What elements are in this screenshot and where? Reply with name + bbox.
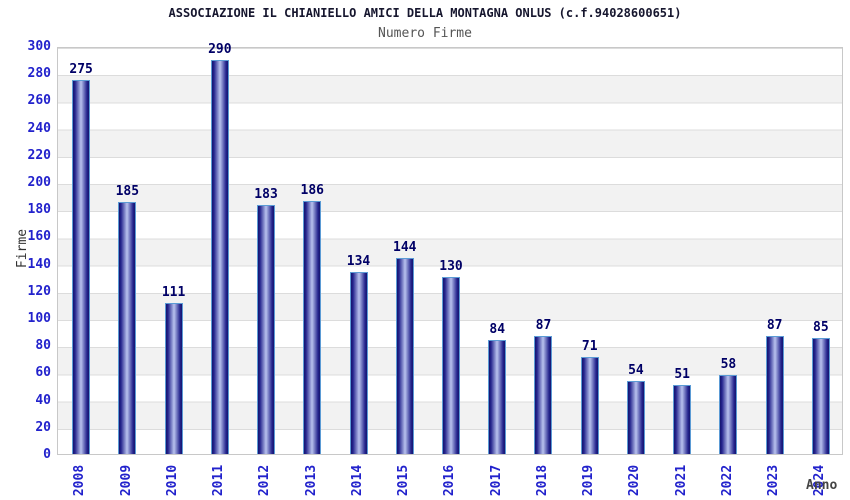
x-tick-label: 2014: [350, 464, 366, 496]
y-tick-label: 60: [35, 365, 51, 381]
bar-2013: [303, 201, 322, 454]
bar-2009: [118, 202, 137, 454]
x-tick-label: 2018: [534, 464, 550, 496]
x-axis-title: Anno: [806, 478, 838, 493]
bar-2016: [442, 277, 460, 454]
x-tick-label: 2011: [211, 464, 227, 496]
y-axis-title: Firme: [15, 228, 31, 268]
bar-value-label: 54: [628, 362, 644, 378]
y-tick-label: 240: [27, 120, 51, 136]
x-tick-label: 2010: [165, 464, 181, 496]
chart-subtitle: Numero Firme: [378, 26, 472, 41]
bar-2011: [210, 59, 229, 454]
bar-2017: [488, 339, 507, 454]
x-tick-label: 2023: [766, 464, 782, 496]
bar-2021: [673, 384, 692, 454]
bar-value-label: 134: [346, 253, 371, 269]
bar-2010: [164, 303, 183, 454]
bar-value-label: 85: [813, 320, 829, 336]
y-tick-label: 0: [43, 447, 51, 462]
y-tick-label: 220: [27, 147, 51, 163]
y-tick-label: 120: [27, 283, 51, 299]
bar-value-label: 185: [115, 184, 140, 200]
bar-2018: [534, 335, 553, 454]
bar-value-label: 275: [69, 62, 93, 77]
y-tick-label: 180: [27, 202, 51, 218]
x-tick-label: 2021: [673, 464, 689, 496]
bar-value-label: 84: [489, 321, 506, 337]
y-tick-label: 20: [35, 419, 51, 435]
bar-2019: [580, 357, 599, 454]
bar-value-label: 290: [208, 41, 232, 57]
bar-value-label: 58: [720, 357, 737, 373]
bar-value-label: 186: [300, 183, 325, 199]
bar-value-label: 111: [161, 285, 186, 301]
x-tick-label: 2012: [257, 464, 273, 496]
x-tick-label: 2008: [72, 464, 88, 496]
y-tick-label: 300: [27, 39, 51, 54]
bar-value-label: 130: [439, 259, 463, 275]
y-tick-label: 200: [27, 175, 51, 190]
y-tick-label: 40: [35, 392, 51, 408]
x-tick-label: 2013: [303, 464, 319, 496]
bar-2015: [395, 258, 414, 454]
bar-2023: [765, 335, 784, 454]
bar-value-label: 87: [535, 317, 552, 333]
x-tick-label: 2016: [442, 464, 458, 496]
bar-value-label: 183: [254, 187, 278, 203]
y-tick-label: 160: [27, 229, 51, 245]
bar-value-label: 51: [674, 366, 690, 382]
bar-2014: [349, 271, 368, 454]
y-tick-label: 100: [27, 311, 51, 326]
chart-title: ASSOCIAZIONE IL CHIANIELLO AMICI DELLA M…: [168, 6, 682, 20]
bar-value-label: 71: [581, 339, 598, 355]
bar-2008: [72, 80, 91, 454]
bar-value-label: 144: [393, 240, 417, 256]
bar-2012: [257, 205, 276, 454]
x-tick-label: 2009: [118, 464, 134, 496]
y-tick-label: 280: [27, 66, 51, 82]
bar-2020: [626, 380, 645, 454]
y-tick-label: 80: [35, 338, 51, 354]
y-tick-label: 260: [27, 93, 51, 109]
x-tick-label: 2022: [719, 464, 735, 496]
y-tick-label: 140: [27, 256, 51, 272]
plot-area: 275 185 111 290 183 186 134 144 130 84 87 71 54 51 58 8…: [57, 42, 843, 455]
bar-value-label: 87: [766, 317, 783, 333]
bar-2024: [811, 338, 830, 454]
x-tick-label: 2020: [627, 464, 643, 496]
bar-2022: [719, 375, 738, 454]
x-tick-label: 2015: [396, 464, 412, 496]
x-tick-label: 2019: [581, 464, 597, 496]
x-tick-label: 2017: [488, 464, 504, 496]
